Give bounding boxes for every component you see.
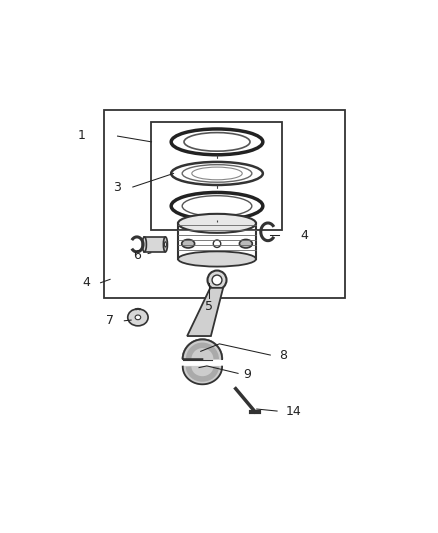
Text: 5: 5 — [205, 301, 213, 313]
Ellipse shape — [142, 237, 146, 252]
Bar — [104, 110, 345, 298]
Text: 6: 6 — [134, 249, 141, 262]
Text: 9: 9 — [243, 368, 251, 381]
Ellipse shape — [163, 237, 167, 252]
Polygon shape — [187, 288, 223, 336]
Ellipse shape — [178, 252, 256, 266]
Ellipse shape — [240, 239, 252, 248]
Text: 4: 4 — [82, 276, 90, 289]
Polygon shape — [183, 367, 222, 384]
Bar — [145, 237, 166, 252]
Text: 14: 14 — [286, 405, 301, 418]
Circle shape — [208, 271, 226, 289]
Text: 7: 7 — [106, 314, 114, 327]
Ellipse shape — [164, 242, 166, 247]
Text: 8: 8 — [279, 349, 287, 362]
Circle shape — [212, 275, 222, 285]
Text: 3: 3 — [113, 181, 121, 193]
Ellipse shape — [182, 239, 194, 248]
Ellipse shape — [213, 240, 221, 247]
Bar — [152, 122, 282, 230]
Polygon shape — [183, 340, 222, 359]
Text: 4: 4 — [301, 229, 309, 243]
Ellipse shape — [178, 214, 256, 233]
Ellipse shape — [135, 315, 141, 320]
Text: 1: 1 — [78, 128, 85, 142]
Ellipse shape — [128, 309, 148, 326]
